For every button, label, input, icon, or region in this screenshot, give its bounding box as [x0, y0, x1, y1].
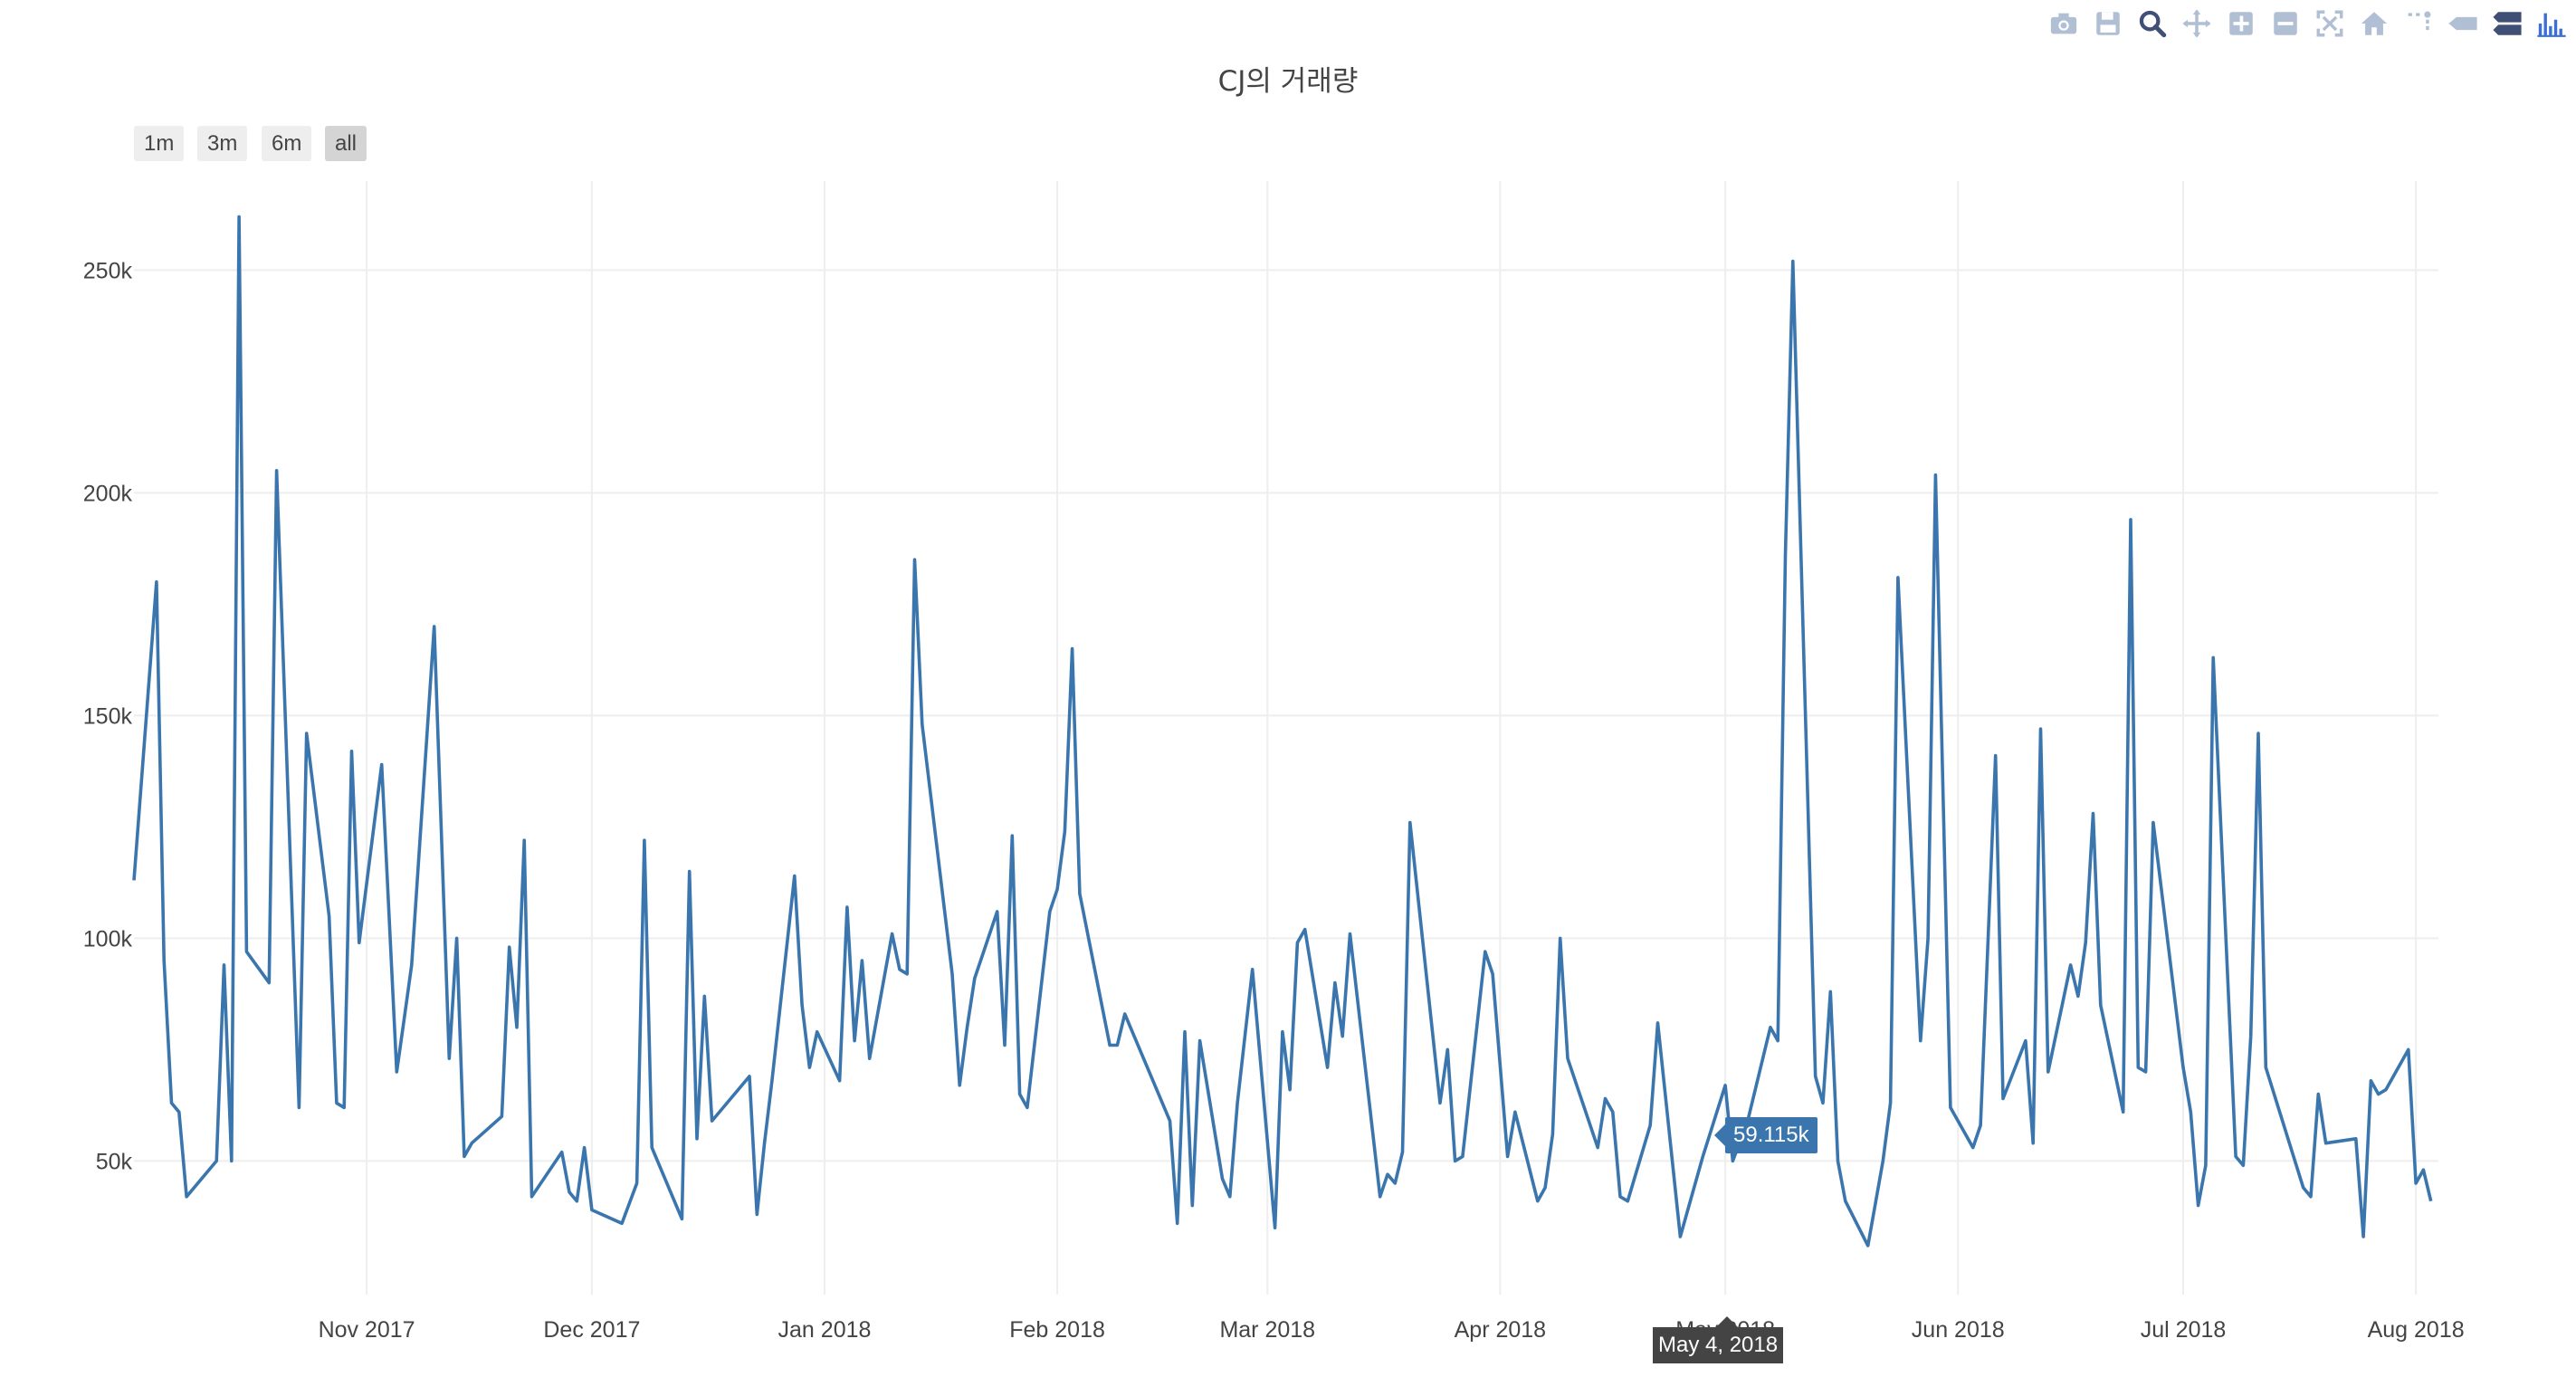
- x-tick-label: Mar 2018: [1219, 1317, 1315, 1343]
- range-button-6m[interactable]: 6m: [262, 126, 312, 161]
- x-tick-label: Nov 2017: [319, 1317, 415, 1343]
- hover-closest-icon[interactable]: [2444, 5, 2482, 42]
- y-gridlines: [134, 269, 2438, 1162]
- zoom-in-icon[interactable]: [2222, 5, 2260, 42]
- range-button-1m[interactable]: 1m: [134, 126, 185, 161]
- pan-icon[interactable]: [2178, 5, 2216, 42]
- x-tick-label: Feb 2018: [1009, 1317, 1105, 1343]
- y-axis-ticks: 50k 100k 150k 200k 250k: [83, 258, 133, 1174]
- x-axis-ticks: Nov 2017 Dec 2017 Jan 2018 Feb 2018 Mar 2018…: [319, 1317, 2465, 1343]
- x-tick-label: Jun 2018: [1912, 1317, 2005, 1343]
- hover-compare-icon[interactable]: [2488, 5, 2526, 42]
- y-tick-label: 150k: [83, 703, 133, 729]
- x-tick-label: Apr 2018: [1455, 1317, 1546, 1343]
- home-icon[interactable]: [2355, 5, 2393, 42]
- x-tick-label: Jul 2018: [2141, 1317, 2227, 1343]
- hover-date-label: May 4, 2018: [1653, 1316, 1784, 1363]
- chart-title: CJ의 거래량: [1217, 65, 1359, 98]
- autoscale-icon[interactable]: [2311, 5, 2349, 42]
- save-icon[interactable]: [2089, 5, 2127, 42]
- range-button-3m[interactable]: 3m: [197, 126, 248, 161]
- y-tick-label: 250k: [83, 258, 133, 283]
- y-tick-label: 200k: [83, 481, 133, 506]
- plotly-logo-icon[interactable]: [2533, 5, 2571, 42]
- x-tick-label: Aug 2018: [2368, 1317, 2465, 1343]
- spike-lines-icon[interactable]: [2399, 5, 2438, 42]
- zoom-out-icon[interactable]: [2266, 5, 2304, 42]
- camera-icon[interactable]: [2045, 5, 2083, 42]
- x-tick-label: Dec 2017: [543, 1317, 640, 1343]
- y-tick-label: 100k: [83, 926, 133, 951]
- hover-value-label: 59.115k: [1714, 1117, 1818, 1153]
- x-gridlines: [366, 181, 2418, 1295]
- volume-series-line: [132, 215, 2433, 1248]
- x-tick-label: Jan 2018: [778, 1317, 872, 1343]
- modebar: [2038, 5, 2571, 42]
- range-button-all[interactable]: all: [325, 126, 367, 161]
- y-tick-label: 50k: [96, 1149, 133, 1174]
- zoom-icon[interactable]: [2133, 5, 2171, 42]
